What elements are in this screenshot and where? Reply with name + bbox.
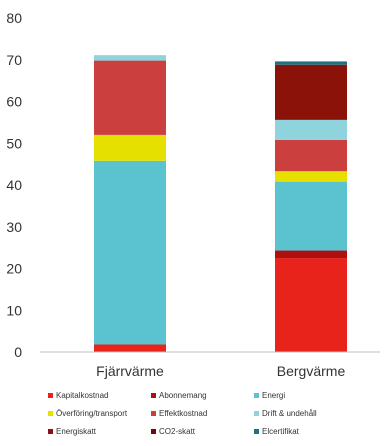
y-tick-label: 70 [6, 52, 22, 68]
bar-segment [275, 258, 347, 352]
y-tick-label: 30 [6, 219, 22, 235]
bar-segment [275, 139, 347, 172]
legend-label: CO2-skatt [159, 427, 196, 436]
category-label: Fjärrvärme [96, 363, 164, 379]
legend-label: Överföring/transport [56, 409, 128, 418]
bar-segment [94, 160, 166, 345]
legend-label: Drift & undehåll [262, 409, 317, 418]
legend-label: Energi [262, 391, 285, 400]
bar-segment [275, 119, 347, 140]
y-tick-label: 50 [6, 135, 22, 151]
bar-segment [94, 344, 166, 352]
y-tick-label: 10 [6, 302, 22, 318]
legend-label: Abonnemang [159, 391, 207, 400]
legend-swatch [151, 429, 156, 434]
bar-segment [94, 55, 166, 61]
legend-swatch [151, 393, 156, 398]
legend-swatch [48, 429, 53, 434]
y-tick-label: 40 [6, 177, 22, 193]
y-tick-label: 80 [6, 10, 22, 26]
category-label: Bergvärme [277, 363, 346, 379]
bar-segment [275, 64, 347, 120]
legend-swatch [254, 429, 259, 434]
bar-segment [94, 60, 166, 135]
legend: Kapitalkostnad Abonnemang Energi Överföring… [48, 391, 317, 436]
y-tick-label: 60 [6, 94, 22, 110]
bar-segment [275, 61, 347, 65]
bars-layer [94, 55, 347, 352]
y-tick-label: 0 [14, 344, 22, 360]
bar-segment [275, 171, 347, 182]
legend-swatch [48, 411, 53, 416]
legend-label: Kapitalkostnad [56, 391, 108, 400]
legend-swatch [151, 411, 156, 416]
bar-segment [94, 134, 166, 161]
legend-label: Effektkostnad [159, 409, 207, 418]
legend-label: Elcertifikat [262, 427, 300, 436]
legend-swatch [48, 393, 53, 398]
axis-layer: 0 10 20 30 40 50 60 70 80 Fjärrvärme Bergvärme [6, 10, 380, 379]
bar-segment [275, 181, 347, 251]
y-tick-label: 20 [6, 261, 22, 277]
legend-label: Energiskatt [56, 427, 97, 436]
legend-swatch [254, 411, 259, 416]
legend-swatch [254, 393, 259, 398]
bar-segment [275, 250, 347, 259]
